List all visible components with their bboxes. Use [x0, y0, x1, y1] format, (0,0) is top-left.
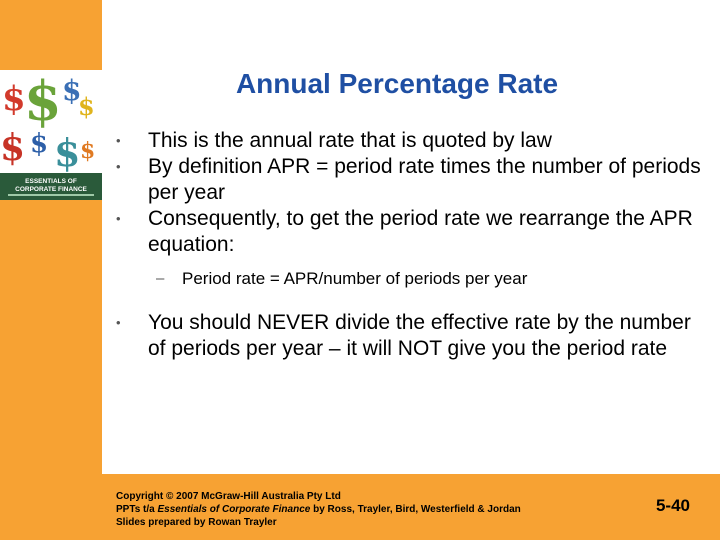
prepared-by-line: Slides prepared by Rowan Trayler [116, 517, 277, 528]
copyright-line: Copyright © 2007 McGraw-Hill Australia P… [116, 491, 341, 502]
sub-bullet-item: – Period rate = APR/number of periods pe… [112, 268, 702, 290]
bullet-text: You should NEVER divide the effective ra… [148, 311, 691, 360]
bullet-marker: • [116, 315, 121, 330]
bullet-marker: • [116, 211, 121, 226]
slide-title: Annual Percentage Rate [235, 68, 559, 99]
bullet-item: • Consequently, to get the period rate w… [112, 206, 702, 258]
bullet-text: This is the annual rate that is quoted b… [148, 129, 552, 152]
dollar-symbol-blue: $ [62, 74, 81, 107]
cover-title-line1: ESSENTIALS OF [25, 178, 77, 185]
bullet-item: • By definition APR = period rate times … [112, 154, 702, 206]
dollar-symbol-yellow: $ [78, 92, 95, 121]
cover-title-line2: CORPORATE FINANCE [15, 186, 87, 193]
footer-bar: Copyright © 2007 McGraw-Hill Australia P… [102, 474, 720, 540]
book-cover-image: $ $ $ $ $ $ $ $ ESSENTIALS OF CORPORATE … [0, 70, 102, 200]
dollar-symbol-orange: $ [80, 138, 95, 164]
bullet-text: By definition APR = period rate times th… [148, 155, 701, 204]
bullet-item: • This is the annual rate that is quoted… [112, 128, 702, 154]
dollar-symbol-red: $ [2, 79, 26, 119]
sub-bullet-text: Period rate = APR/number of periods per … [182, 269, 528, 288]
bullet-marker: • [116, 133, 121, 148]
bullet-list: • This is the annual rate that is quoted… [112, 128, 702, 362]
bullet-marker: • [116, 159, 121, 174]
slide-number: 5-40 [655, 496, 690, 515]
dollar-symbol-red-2: $ [0, 127, 25, 169]
bullet-item: • You should NEVER divide the effective … [112, 310, 702, 362]
dollar-symbol-blue-2: $ [30, 129, 48, 159]
credits-line: PPTs t/a Essentials of Corporate Finance… [116, 504, 521, 515]
sidebar-top-band [0, 0, 102, 70]
dollar-symbol-teal: $ [54, 130, 80, 175]
sidebar-bottom-band [0, 200, 102, 540]
dash-marker: – [156, 270, 165, 287]
footer-copyright: Copyright © 2007 McGraw-Hill Australia P… [116, 490, 596, 529]
bullet-text: Consequently, to get the period rate we … [148, 207, 693, 256]
dollar-symbol-green: $ [24, 70, 62, 133]
top-band [102, 0, 720, 70]
